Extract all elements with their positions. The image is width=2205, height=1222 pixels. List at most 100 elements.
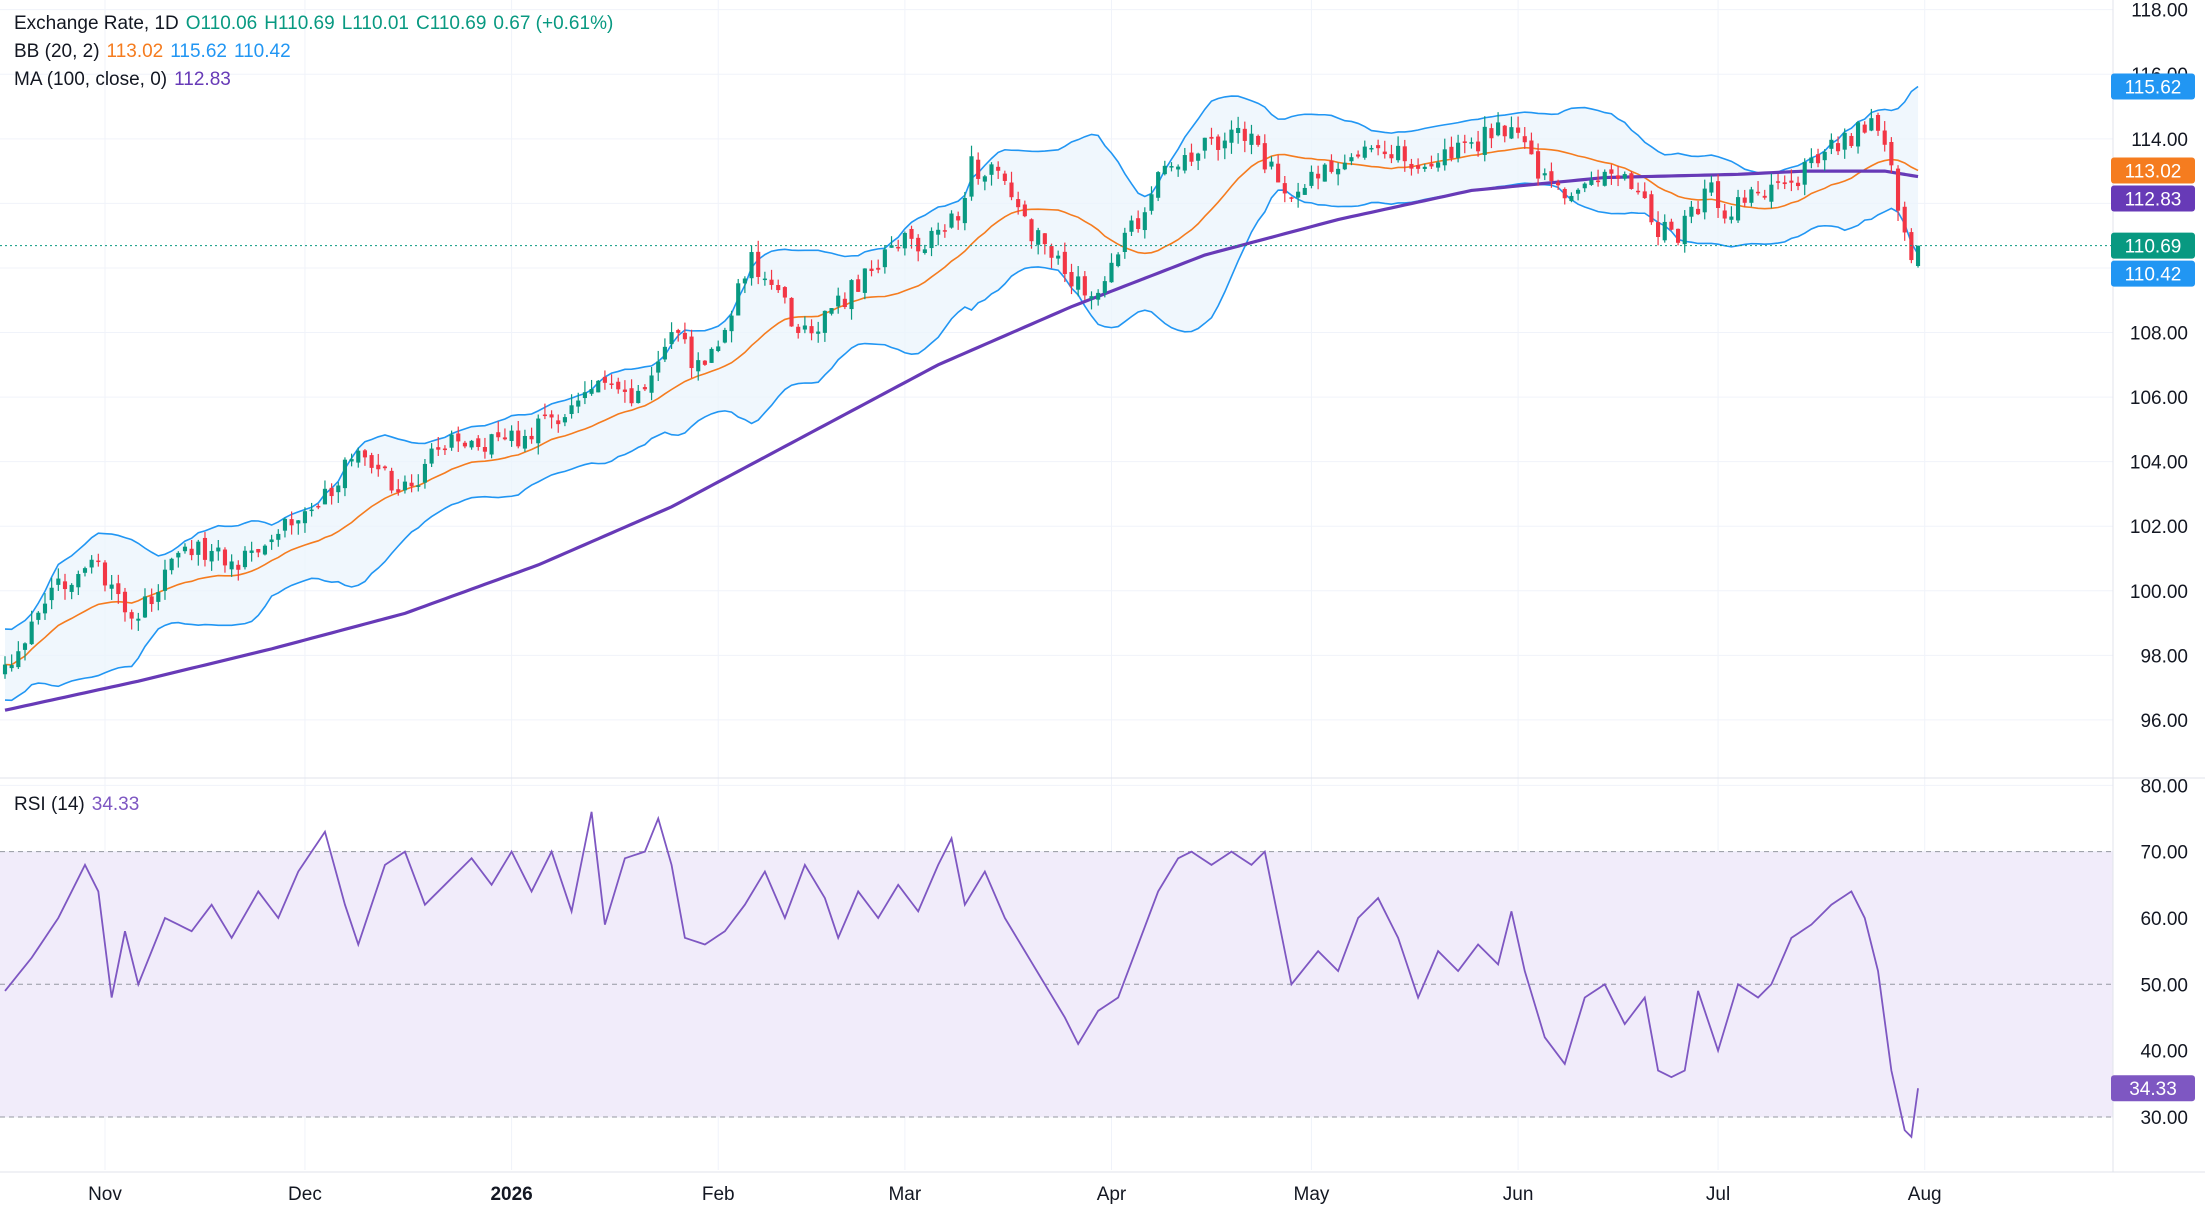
- candle: [1516, 116, 1521, 139]
- candle-body: [1529, 140, 1534, 155]
- candle-body: [709, 348, 714, 363]
- candle: [29, 610, 34, 645]
- candle: [1029, 218, 1034, 249]
- candle-body: [62, 581, 68, 590]
- candle-body: [1889, 141, 1894, 166]
- candle-body: [882, 249, 887, 268]
- candle: [229, 554, 234, 577]
- candle-body: [1282, 183, 1287, 194]
- price-tick-label: 106.00: [2130, 388, 2188, 409]
- candle: [749, 245, 754, 286]
- candle-body: [1815, 154, 1821, 164]
- candle-body: [962, 197, 967, 224]
- candle-body: [1656, 222, 1661, 238]
- candle-body: [1322, 164, 1327, 182]
- candle: [489, 433, 494, 459]
- candle: [642, 384, 647, 392]
- candle: [1636, 182, 1641, 195]
- candle: [1509, 116, 1514, 140]
- candle-body: [1169, 166, 1174, 168]
- candle-body: [316, 505, 321, 508]
- candle: [1449, 136, 1454, 162]
- candle: [1209, 127, 1214, 145]
- candle: [1162, 160, 1167, 176]
- candle: [1695, 200, 1701, 216]
- candle-body: [869, 268, 874, 271]
- candle-body: [1309, 171, 1314, 186]
- candle: [529, 427, 534, 444]
- candle-body: [736, 283, 741, 316]
- candle-body: [16, 651, 21, 668]
- candle: [369, 452, 374, 474]
- candle: [1629, 171, 1634, 190]
- candle-body: [1229, 129, 1234, 143]
- candle-body: [989, 164, 994, 175]
- candle: [349, 453, 354, 467]
- price-tick-label: 102.00: [2130, 517, 2188, 538]
- candle: [682, 322, 687, 344]
- candle-body: [1742, 197, 1747, 203]
- price-badge: 115.62: [2111, 73, 2195, 100]
- candle: [576, 392, 581, 414]
- candle-body: [1642, 191, 1647, 199]
- candle-body: [456, 433, 461, 442]
- candle-body: [1695, 208, 1701, 215]
- candle: [1576, 188, 1581, 201]
- candle-body: [269, 539, 274, 543]
- candle: [296, 520, 301, 535]
- candle: [49, 577, 54, 610]
- candle-body: [602, 376, 607, 383]
- candle: [1062, 242, 1067, 283]
- candle: [196, 539, 201, 566]
- candle-body: [822, 310, 827, 333]
- candle: [342, 457, 348, 497]
- candle: [189, 539, 194, 561]
- candle-body: [1369, 147, 1374, 150]
- candle-body: [482, 447, 487, 452]
- candle: [1462, 134, 1467, 154]
- candle: [1689, 200, 1694, 224]
- candle: [1142, 207, 1147, 239]
- candle-body: [529, 435, 534, 440]
- candle-body: [1422, 166, 1427, 169]
- price-tick-label: 114.00: [2131, 130, 2188, 151]
- candle-body: [1409, 163, 1414, 169]
- candle: [829, 308, 834, 316]
- candle: [442, 445, 447, 455]
- time-tick-label: 2026: [490, 1184, 532, 1205]
- candle-body: [1602, 171, 1607, 186]
- candle: [502, 428, 507, 441]
- candle: [1376, 139, 1381, 156]
- candle: [662, 338, 667, 363]
- candle: [909, 225, 914, 249]
- candle: [1469, 137, 1474, 149]
- candle-body: [1709, 182, 1714, 193]
- legend-title: Exchange Rate, 1D: [14, 13, 179, 34]
- candle-body: [362, 450, 368, 458]
- candle-body: [922, 249, 927, 253]
- candle: [109, 574, 114, 600]
- candle-body: [489, 434, 494, 455]
- candle: [1309, 165, 1314, 189]
- candle-body: [142, 596, 148, 618]
- candle: [102, 560, 108, 592]
- candle-body: [756, 251, 761, 277]
- candle: [249, 541, 254, 562]
- candle-body: [296, 520, 301, 524]
- candle: [616, 377, 621, 394]
- candle: [1809, 148, 1814, 169]
- candle: [742, 276, 747, 294]
- candle: [1322, 163, 1327, 182]
- candle-body: [1222, 140, 1227, 149]
- candle-body: [1556, 182, 1561, 186]
- candle-body: [676, 330, 681, 333]
- candle-body: [1862, 124, 1867, 133]
- candle-body: [96, 560, 101, 563]
- candle-body: [896, 246, 901, 249]
- candle-body: [196, 541, 201, 555]
- candle-body: [322, 488, 328, 505]
- price-badge-text: 110.69: [2125, 237, 2182, 258]
- candle: [1862, 121, 1867, 134]
- candle-body: [1769, 184, 1774, 202]
- candle-body: [1576, 189, 1581, 194]
